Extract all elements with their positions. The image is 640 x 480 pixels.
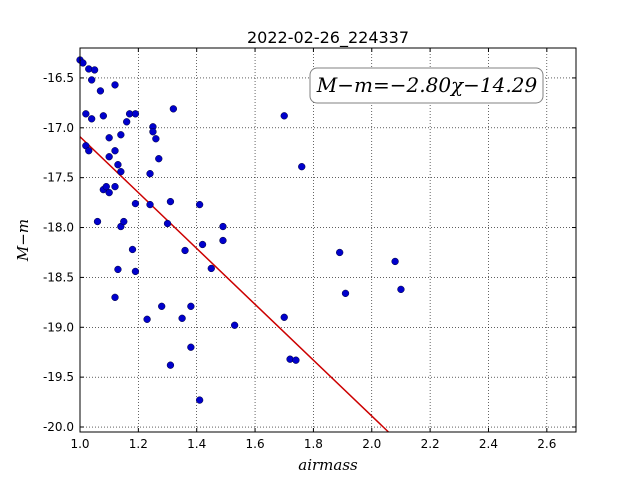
data-point	[111, 293, 119, 302]
equation-text: M−m=−2.80χ−14.29	[316, 73, 538, 97]
data-point	[120, 217, 128, 226]
data-point	[207, 264, 215, 273]
fit-line-group	[79, 136, 389, 433]
data-point	[336, 248, 344, 257]
data-point	[187, 343, 195, 351]
data-point	[111, 182, 119, 191]
data-point	[131, 267, 140, 276]
fit-line	[79, 136, 389, 433]
data-point	[391, 257, 399, 266]
chart-title: 2022-02-26_224337	[247, 28, 409, 48]
data-point	[292, 356, 300, 364]
data-point	[123, 118, 131, 126]
equation-annotation: M−m=−2.80χ−14.29	[309, 67, 544, 104]
data-point	[280, 112, 288, 120]
data-point	[158, 302, 166, 310]
data-point	[88, 76, 96, 84]
data-point	[198, 240, 207, 249]
data-point	[152, 135, 160, 143]
data-point	[149, 128, 157, 136]
data-point	[96, 87, 105, 95]
data-point	[219, 236, 227, 245]
data-point	[397, 285, 405, 294]
data-point	[131, 110, 140, 118]
data-point	[169, 105, 178, 113]
x-tick-label: 1.6	[246, 437, 265, 451]
data-point	[105, 188, 113, 197]
data-point	[111, 147, 119, 155]
x-tick-label: 1.2	[129, 437, 148, 451]
y-tick-label: -17.0	[43, 121, 74, 135]
data-point	[111, 81, 119, 89]
data-point	[163, 219, 172, 228]
x-tick-label: 1.4	[187, 437, 206, 451]
x-tick-label: 2.0	[362, 437, 381, 451]
data-point	[166, 361, 175, 369]
data-point	[128, 245, 137, 254]
data-point	[102, 182, 110, 191]
data-point	[99, 112, 107, 120]
y-axis-label: M−m	[14, 219, 32, 262]
x-tick-label: 1.8	[304, 437, 323, 451]
data-point	[93, 217, 102, 226]
data-point	[114, 161, 122, 169]
x-tick-label: 1.0	[70, 437, 89, 451]
y-tick-label: -16.5	[43, 71, 74, 85]
data-point	[219, 222, 227, 231]
x-ticks: 1.0 1.2 1.4 1.6 1.8 2.0 2.2 2.4 2.6	[70, 48, 556, 451]
equation-box	[309, 67, 544, 104]
x-tick-label: 2.2	[421, 437, 440, 451]
data-point	[117, 131, 125, 139]
data-point	[298, 163, 306, 171]
data-point	[82, 110, 90, 118]
data-point	[131, 199, 140, 208]
data-point	[181, 246, 189, 255]
y-tick-label: -18.0	[43, 221, 74, 235]
data-point	[187, 302, 195, 310]
data-point	[105, 153, 113, 161]
data-point	[195, 396, 204, 404]
data-points	[76, 56, 405, 404]
data-point	[90, 66, 99, 74]
data-point	[230, 321, 239, 329]
x-axis-label: airmass	[298, 456, 358, 474]
data-point	[114, 265, 122, 274]
data-point	[195, 200, 204, 209]
data-point	[105, 134, 113, 142]
y-tick-label: -20.0	[43, 420, 74, 434]
data-point	[155, 155, 163, 163]
y-tick-label: -18.5	[43, 270, 74, 284]
data-point	[341, 289, 350, 298]
data-point	[146, 170, 154, 178]
data-point	[178, 314, 186, 322]
data-point	[166, 197, 175, 206]
data-point	[117, 168, 125, 176]
y-tick-label: -19.0	[43, 320, 74, 334]
x-tick-label: 2.6	[537, 437, 556, 451]
data-point	[146, 200, 154, 209]
data-point	[280, 313, 288, 321]
plot-frame	[79, 47, 577, 433]
y-tick-label: -17.5	[43, 171, 74, 185]
plot-area	[80, 48, 576, 432]
x-tick-label: 2.4	[479, 437, 498, 451]
y-ticks: -16.5 -17.0 -17.5 -18.0 -18.5 -19.0 -19.5 -20.0	[43, 71, 576, 434]
data-point	[85, 147, 93, 155]
y-tick-label: -19.5	[43, 370, 74, 384]
data-point	[88, 115, 96, 123]
data-point	[79, 59, 87, 67]
data-point	[143, 315, 151, 323]
